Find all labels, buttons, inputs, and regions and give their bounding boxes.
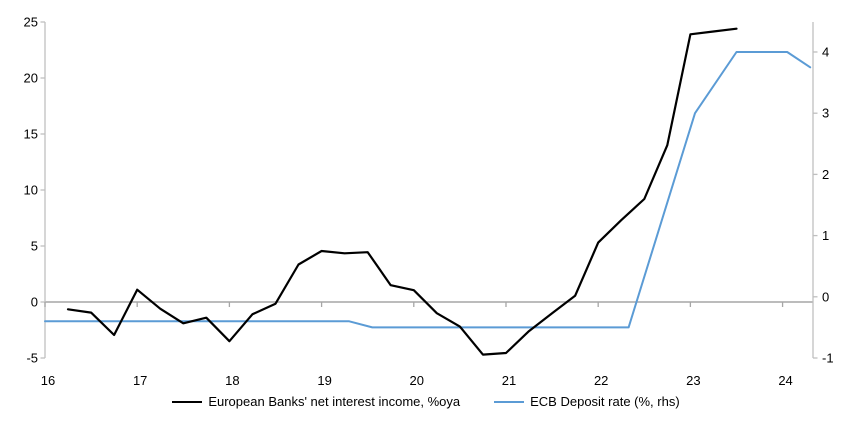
legend-line-swatch	[172, 400, 203, 403]
left-axis-tick-label: -5	[26, 351, 38, 366]
x-axis-tick-label: 19	[317, 373, 331, 388]
right-axis-tick-label: 0	[822, 289, 829, 304]
right-axis-tick-label: 3	[822, 106, 829, 121]
right-axis-tick-label: 1	[822, 228, 829, 243]
x-axis-tick-label: 21	[502, 373, 516, 388]
right-axis-tick-label: 4	[822, 44, 829, 59]
right-axis-tick-label: -1	[822, 351, 834, 366]
chart-legend: European Banks' net interest income, %oy…	[0, 394, 852, 409]
legend-line-swatch	[494, 400, 525, 403]
left-axis-tick-label: 20	[24, 71, 38, 86]
x-axis-tick-label: 22	[594, 373, 608, 388]
left-axis-tick-label: 0	[31, 295, 38, 310]
x-axis-tick-label: 17	[133, 373, 147, 388]
x-axis-tick-label: 24	[778, 373, 792, 388]
x-axis-tick-label: 18	[225, 373, 239, 388]
legend-label: ECB Deposit rate (%, rhs)	[530, 394, 680, 409]
net-interest-income-line	[66, 27, 738, 356]
legend-item-net-interest-income: European Banks' net interest income, %oy…	[172, 394, 460, 409]
right-axis-tick-label: 2	[822, 167, 829, 182]
legend-label: European Banks' net interest income, %oy…	[208, 394, 461, 409]
x-axis-tick-label: 20	[410, 373, 424, 388]
ecb-deposit-rate-line	[44, 51, 812, 329]
left-axis-tick-label: 5	[31, 239, 38, 254]
left-axis-tick-label: 15	[24, 127, 38, 142]
x-axis-tick-label: 16	[41, 373, 55, 388]
left-axis-tick-label: 25	[24, 15, 38, 30]
legend-item-ecb-deposit-rate: ECB Deposit rate (%, rhs)	[494, 394, 680, 409]
left-axis-tick-label: 10	[24, 183, 38, 198]
x-axis-tick-label: 23	[686, 373, 700, 388]
